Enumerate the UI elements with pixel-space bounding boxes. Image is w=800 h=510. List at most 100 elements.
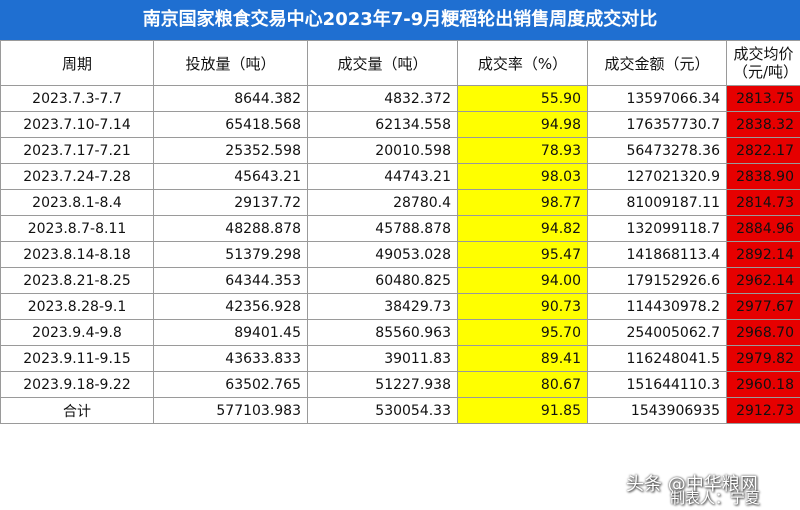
cell-amount: 56473278.36	[587, 137, 727, 164]
table-row: 2023.7.3-7.7 8644.382 4832.372 55.90 1359706…	[0, 85, 800, 112]
cell-supply: 64344.353	[153, 267, 308, 294]
cell-supply: 48288.878	[153, 215, 308, 242]
cell-volume: 45788.878	[307, 215, 458, 242]
cell-supply: 25352.598	[153, 137, 308, 164]
table-title: 南京国家粮食交易中心2023年7-9月粳稻轮出销售周度成交对比	[0, 0, 800, 40]
cell-period: 2023.7.10-7.14	[0, 111, 154, 138]
cell-rate: 95.70	[457, 319, 588, 346]
cell-volume: 51227.938	[307, 371, 458, 398]
cell-period: 2023.8.7-8.11	[0, 215, 154, 242]
cell-amount: 176357730.7	[587, 111, 727, 138]
cell-volume: 20010.598	[307, 137, 458, 164]
cell-volume: 530054.33	[307, 397, 458, 424]
cell-period: 合计	[0, 397, 154, 424]
header-period: 周期	[0, 40, 154, 86]
header-rate: 成交率（%）	[457, 40, 588, 86]
cell-price: 2979.82	[726, 345, 800, 372]
cell-supply: 63502.765	[153, 371, 308, 398]
cell-supply: 45643.21	[153, 163, 308, 190]
cell-price: 2814.73	[726, 189, 800, 216]
header-price: 成交均价（元/吨）	[726, 40, 800, 86]
cell-supply: 8644.382	[153, 85, 308, 112]
cell-period: 2023.9.4-9.8	[0, 319, 154, 346]
cell-period: 2023.7.24-7.28	[0, 163, 154, 190]
cell-rate: 78.93	[457, 137, 588, 164]
cell-supply: 42356.928	[153, 293, 308, 320]
cell-amount: 81009187.11	[587, 189, 727, 216]
cell-price: 2977.67	[726, 293, 800, 320]
watermark: 头条 @中华粮网 制表人：宁夏	[626, 470, 761, 507]
table-row: 2023.8.1-8.4 29137.72 28780.4 98.77 81009187…	[0, 189, 800, 216]
cell-amount: 114430978.2	[587, 293, 727, 320]
cell-amount: 1543906935	[587, 397, 727, 424]
cell-amount: 127021320.9	[587, 163, 727, 190]
cell-supply: 43633.833	[153, 345, 308, 372]
cell-price: 2962.14	[726, 267, 800, 294]
table-row: 2023.7.10-7.14 65418.568 62134.558 94.98 176…	[0, 111, 800, 138]
watermark-author: 制表人：宁夏	[670, 489, 761, 507]
total-row: 合计 577103.983 530054.33 91.85 1543906935 2912…	[0, 397, 800, 424]
cell-price: 2838.32	[726, 111, 800, 138]
header-volume: 成交量（吨）	[307, 40, 458, 86]
cell-period: 2023.7.3-7.7	[0, 85, 154, 112]
cell-price: 2813.75	[726, 85, 800, 112]
cell-rate: 95.47	[457, 241, 588, 268]
cell-volume: 28780.4	[307, 189, 458, 216]
cell-amount: 13597066.34	[587, 85, 727, 112]
cell-period: 2023.8.21-8.25	[0, 267, 154, 294]
cell-rate: 90.73	[457, 293, 588, 320]
table-body: 2023.7.3-7.7 8644.382 4832.372 55.90 1359706…	[0, 85, 800, 424]
header-amount: 成交金额（元）	[587, 40, 727, 86]
header-row: 周期 投放量（吨） 成交量（吨） 成交率（%） 成交金额（元） 成交均价（元/吨…	[0, 40, 800, 86]
cell-rate: 94.82	[457, 215, 588, 242]
cell-price: 2884.96	[726, 215, 800, 242]
cell-amount: 254005062.7	[587, 319, 727, 346]
cell-period: 2023.9.11-9.15	[0, 345, 154, 372]
cell-rate: 89.41	[457, 345, 588, 372]
table-row: 2023.7.24-7.28 45643.21 44743.21 98.03 12702…	[0, 163, 800, 190]
cell-price: 2838.90	[726, 163, 800, 190]
cell-supply: 65418.568	[153, 111, 308, 138]
cell-period: 2023.8.28-9.1	[0, 293, 154, 320]
cell-rate: 98.77	[457, 189, 588, 216]
watermark-source: 头条 @中华粮网	[626, 474, 758, 495]
cell-volume: 49053.028	[307, 241, 458, 268]
cell-period: 2023.9.18-9.22	[0, 371, 154, 398]
cell-volume: 39011.83	[307, 345, 458, 372]
cell-rate: 80.67	[457, 371, 588, 398]
cell-period: 2023.7.17-7.21	[0, 137, 154, 164]
cell-volume: 62134.558	[307, 111, 458, 138]
cell-supply: 29137.72	[153, 189, 308, 216]
table-row: 2023.9.11-9.15 43633.833 39011.83 89.41 1162…	[0, 345, 800, 372]
cell-supply: 577103.983	[153, 397, 308, 424]
cell-price: 2892.14	[726, 241, 800, 268]
cell-rate: 98.03	[457, 163, 588, 190]
table-row: 2023.8.14-8.18 51379.298 49053.028 95.47 141…	[0, 241, 800, 268]
cell-amount: 116248041.5	[587, 345, 727, 372]
cell-volume: 60480.825	[307, 267, 458, 294]
cell-rate: 55.90	[457, 85, 588, 112]
cell-volume: 85560.963	[307, 319, 458, 346]
cell-amount: 141868113.4	[587, 241, 727, 268]
cell-supply: 51379.298	[153, 241, 308, 268]
table-row: 2023.8.28-9.1 42356.928 38429.73 90.73 11443…	[0, 293, 800, 320]
cell-price: 2912.73	[726, 397, 800, 424]
cell-price: 2960.18	[726, 371, 800, 398]
cell-amount: 179152926.6	[587, 267, 727, 294]
cell-amount: 151644110.3	[587, 371, 727, 398]
cell-supply: 89401.45	[153, 319, 308, 346]
cell-volume: 38429.73	[307, 293, 458, 320]
cell-amount: 132099118.7	[587, 215, 727, 242]
header-supply: 投放量（吨）	[153, 40, 308, 86]
cell-volume: 44743.21	[307, 163, 458, 190]
cell-rate: 94.98	[457, 111, 588, 138]
cell-rate: 91.85	[457, 397, 588, 424]
trade-table: 周期 投放量（吨） 成交量（吨） 成交率（%） 成交金额（元） 成交均价（元/吨…	[0, 40, 800, 424]
table-row: 2023.8.7-8.11 48288.878 45788.878 94.82 1320…	[0, 215, 800, 242]
cell-period: 2023.8.1-8.4	[0, 189, 154, 216]
table-row: 2023.9.18-9.22 63502.765 51227.938 80.67 151…	[0, 371, 800, 398]
cell-volume: 4832.372	[307, 85, 458, 112]
cell-price: 2968.70	[726, 319, 800, 346]
cell-price: 2822.17	[726, 137, 800, 164]
